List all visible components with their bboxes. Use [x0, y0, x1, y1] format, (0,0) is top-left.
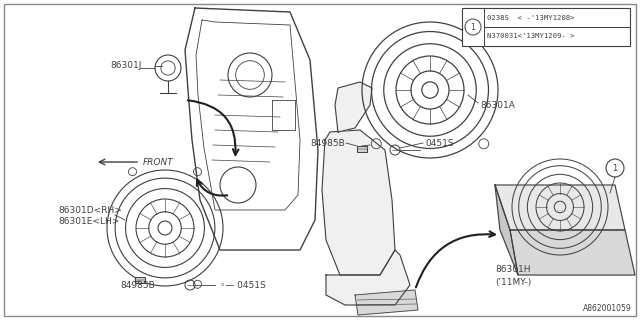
Text: 1: 1	[470, 22, 476, 31]
Bar	[135, 277, 145, 283]
Bar	[462, 8, 630, 46]
Text: ◦— 0451S: ◦— 0451S	[220, 281, 266, 290]
Text: 86301J: 86301J	[110, 60, 141, 69]
Text: 84985B: 84985B	[310, 139, 345, 148]
Text: 86301D<RH>: 86301D<RH>	[58, 205, 122, 214]
Text: 86301E<LH>: 86301E<LH>	[58, 217, 120, 226]
Text: 86301A: 86301A	[480, 100, 515, 109]
Polygon shape	[495, 185, 625, 230]
Text: 0238S  < -'13MY1208>: 0238S < -'13MY1208>	[487, 15, 575, 21]
Bar	[357, 146, 367, 152]
Polygon shape	[495, 185, 518, 275]
Text: 84985B: 84985B	[120, 281, 155, 290]
Text: 1: 1	[612, 164, 618, 172]
Text: 86301H: 86301H	[495, 266, 531, 275]
Text: N370031<'13MY1209- >: N370031<'13MY1209- >	[487, 33, 575, 39]
Text: A862001059: A862001059	[583, 304, 632, 313]
Text: ('11MY-): ('11MY-)	[495, 277, 531, 286]
Polygon shape	[326, 250, 410, 305]
Polygon shape	[510, 230, 635, 275]
Polygon shape	[335, 82, 372, 132]
Text: 0451S: 0451S	[425, 139, 454, 148]
Polygon shape	[322, 130, 395, 275]
Polygon shape	[355, 290, 418, 315]
Text: FRONT: FRONT	[143, 157, 173, 166]
